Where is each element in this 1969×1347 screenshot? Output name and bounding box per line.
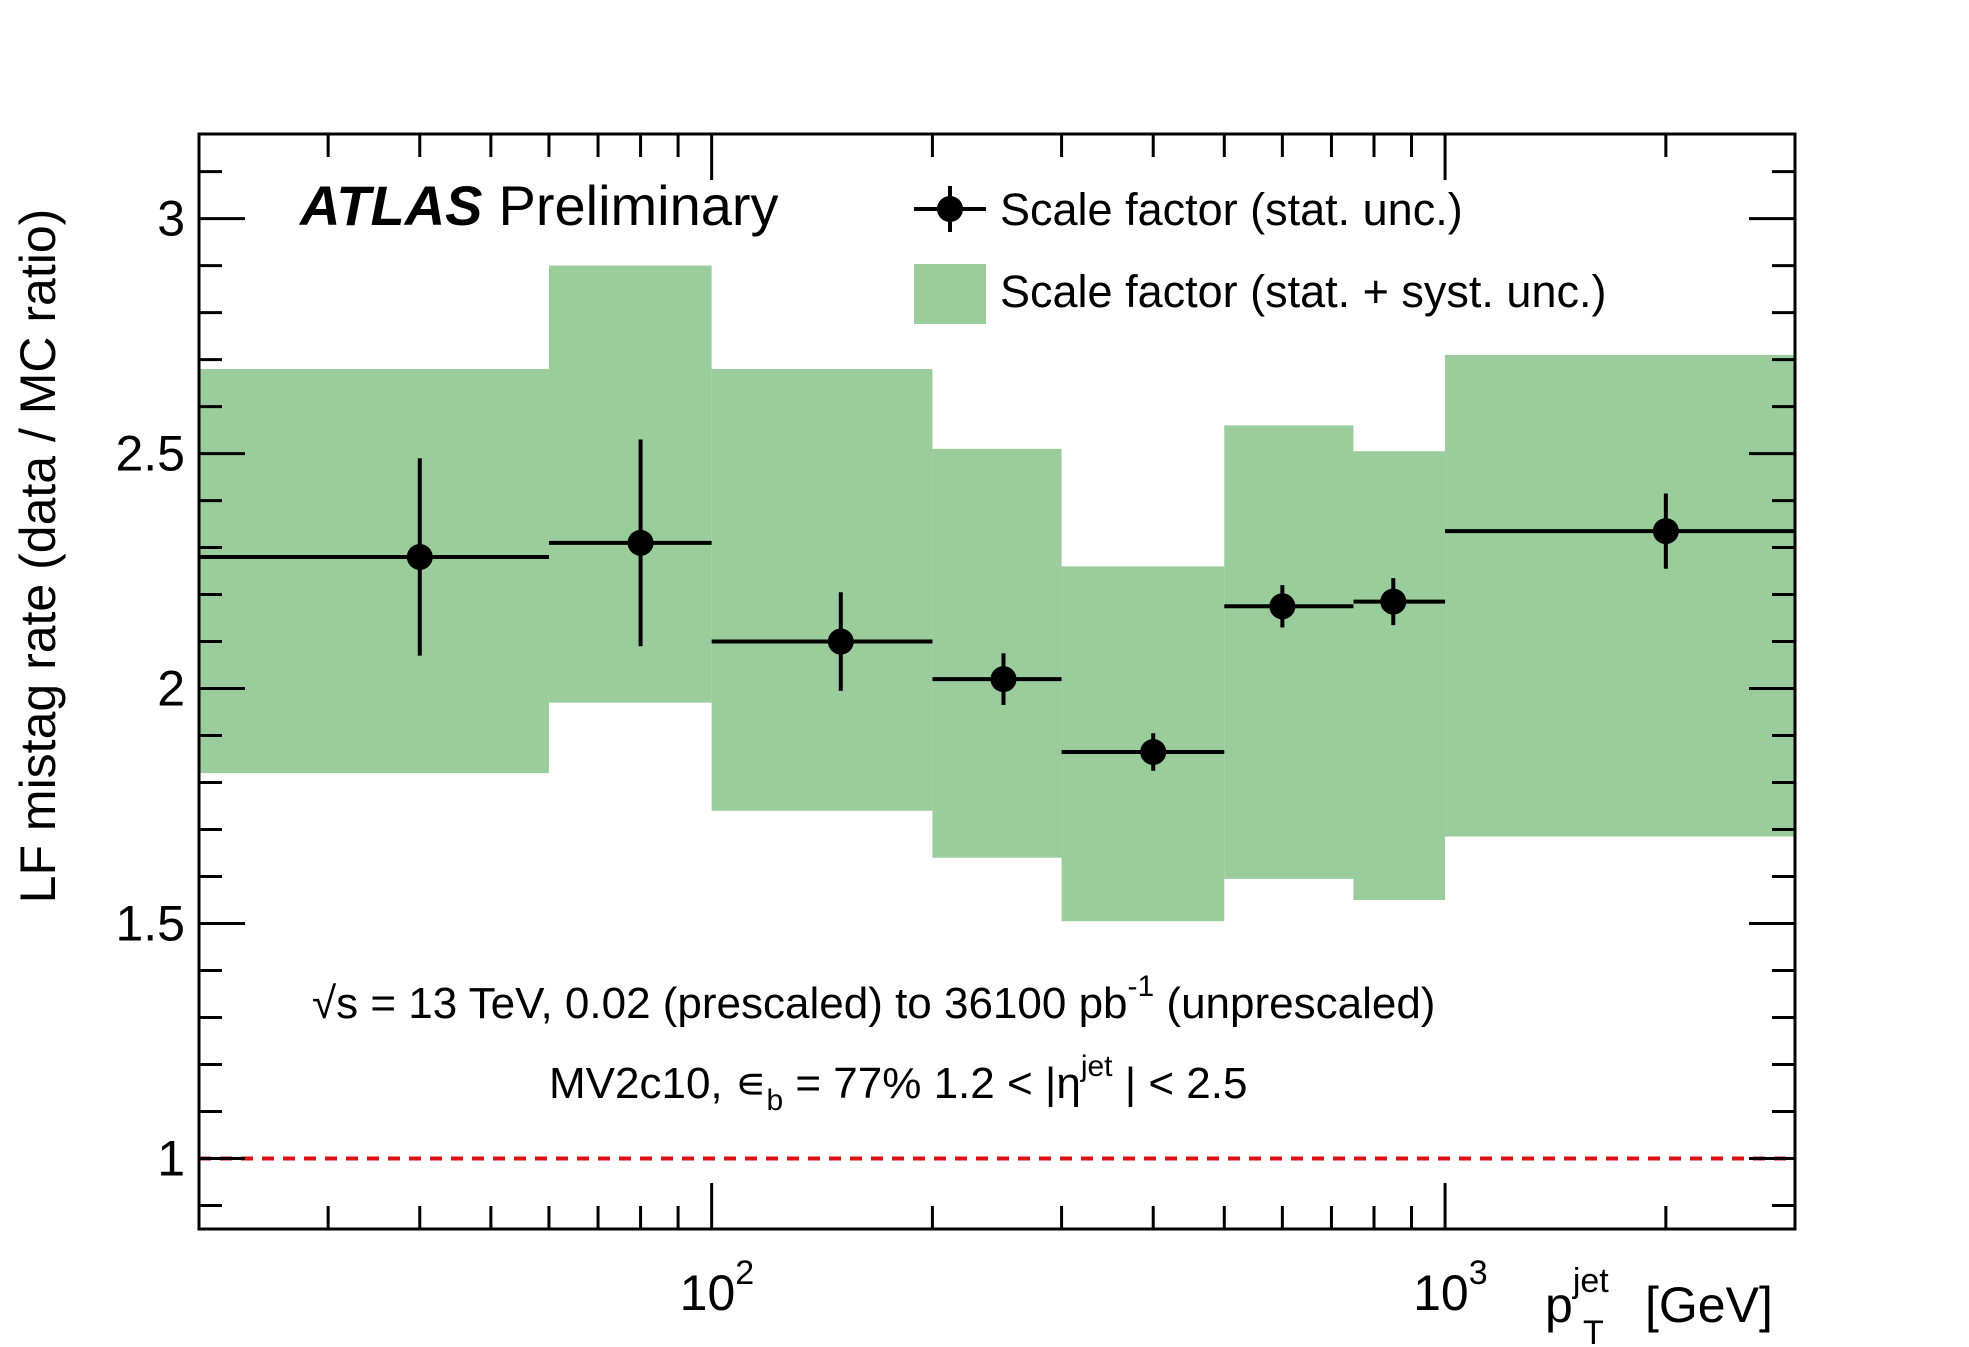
- sqrt-s: √s: [312, 979, 358, 1028]
- x-tick-label: 102: [680, 1254, 755, 1321]
- x-tick-label-base: 10: [1413, 1265, 1469, 1321]
- x-axis-title-main: p: [1545, 1277, 1573, 1333]
- syst-band-7: [1445, 354, 1795, 837]
- plot-frame: [197, 132, 1797, 1231]
- annotation-luminosity: √s = 13 TeV, 0.02 (prescaled) to 36100 p…: [312, 970, 1435, 1028]
- legend-syst-label: Scale factor (stat. + syst. unc.): [1000, 266, 1606, 317]
- syst-band-1: [548, 265, 712, 703]
- legend-syst-swatch: [914, 264, 986, 324]
- y-tick-label: 1.5: [115, 896, 185, 952]
- data-point-6: [1380, 588, 1407, 615]
- syst-bands: [199, 265, 1795, 922]
- syst-band-3: [932, 448, 1062, 858]
- syst-band-4: [1061, 566, 1225, 922]
- x-tick-label: 103: [1413, 1254, 1488, 1321]
- eta-range-end: | < 2.5: [1113, 1059, 1248, 1108]
- y-tick-label: 3: [157, 191, 185, 247]
- y-tick-label: 2.5: [115, 426, 185, 482]
- data-points: [199, 439, 1795, 771]
- x-axis-title-sub: T: [1583, 1314, 1604, 1347]
- tagger-name: MV2c10,: [549, 1059, 735, 1108]
- data-point-0: [406, 543, 433, 570]
- luminosity-suffix: (unprescaled): [1154, 979, 1435, 1028]
- atlas-label: ATLAS Preliminary: [298, 174, 779, 237]
- syst-band-2: [711, 368, 933, 811]
- x-tick-label-exponent: 3: [1469, 1254, 1488, 1292]
- efficiency-symbol: ∊: [735, 1059, 767, 1108]
- y-tick-label: 1: [157, 1131, 185, 1187]
- data-point-5: [1269, 593, 1296, 620]
- luminosity-text: = 13 TeV, 0.02 (prescaled) to 36100 pb: [358, 979, 1127, 1028]
- x-axis-title-sup: jet: [1572, 1262, 1609, 1300]
- data-point-1: [627, 529, 654, 556]
- legend-stat-label: Scale factor (stat. unc.): [1000, 184, 1463, 235]
- legend-stat-marker: [937, 196, 963, 222]
- data-point-3: [990, 666, 1017, 693]
- y-axis-title: LF mistag rate (data / MC ratio): [10, 209, 66, 904]
- experiment-name: ATLAS: [298, 174, 483, 237]
- efficiency-sub: b: [766, 1084, 783, 1117]
- x-axis-title: pjet T [GeV]: [1545, 1262, 1773, 1347]
- eta-sup: jet: [1080, 1050, 1113, 1083]
- syst-band-0: [199, 368, 549, 774]
- data-point-4: [1140, 738, 1167, 765]
- syst-band-5: [1224, 425, 1354, 879]
- x-tick-label-exponent: 2: [735, 1254, 754, 1292]
- x-tick-label-base: 10: [680, 1265, 736, 1321]
- data-point-2: [827, 628, 854, 655]
- x-axis-title-unit: [GeV]: [1645, 1277, 1773, 1333]
- data-point-7: [1652, 518, 1679, 545]
- experiment-status: Preliminary: [499, 174, 779, 237]
- y-tick-label: 2: [157, 661, 185, 717]
- annotation-tagger: MV2c10, ∊b = 77% 1.2 < |ηjet | < 2.5: [549, 1050, 1247, 1117]
- legend: Scale factor (stat. unc.) Scale factor (…: [914, 184, 1606, 324]
- eta-range: = 77% 1.2 < |η: [783, 1059, 1081, 1108]
- luminosity-exponent: -1: [1128, 970, 1155, 1003]
- syst-band-6: [1353, 451, 1446, 901]
